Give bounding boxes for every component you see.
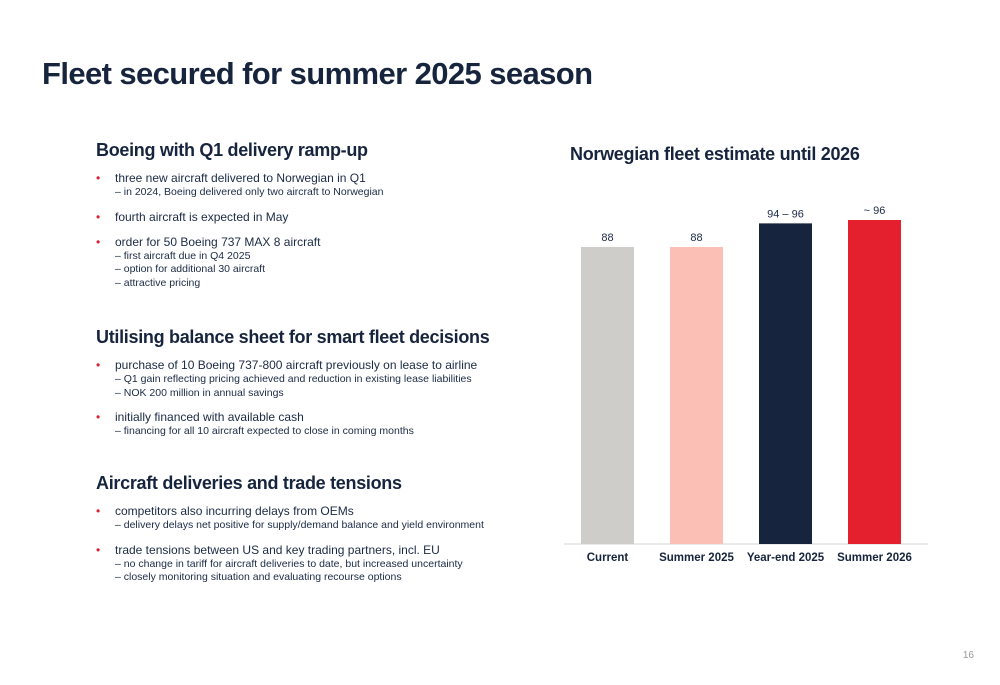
bullet-subtext: – no change in tariff for aircraft deliv… — [115, 557, 463, 570]
section-balance-sheet: Utilising balance sheet for smart fleet … — [96, 327, 490, 449]
category-label: Summer 2025 — [659, 552, 734, 564]
bar-summer-2025 — [670, 247, 723, 544]
bar-current — [581, 247, 634, 544]
bullet-subtext: – closely monitoring situation and evalu… — [115, 571, 402, 583]
bar-summer-2026 — [848, 220, 901, 544]
category-label: Year-end 2025 — [747, 552, 825, 564]
section-boeing-deliveries: Boeing with Q1 delivery ramp-up • three … — [96, 140, 384, 300]
section-heading: Aircraft deliveries and trade tensions — [96, 473, 402, 493]
bullet-item: • fourth aircraft is expected in May — [96, 210, 384, 225]
bullet-icon: • — [96, 209, 101, 224]
fleet-bar-chart: 88 Current 88 Summer 2025 94 – 96 Year-end 20… — [564, 205, 928, 564]
bullet-item: • purchase of 10 Boeing 737-800 aircraft… — [96, 358, 489, 400]
bullet-text: purchase of 10 Boeing 737-800 aircraft p… — [115, 358, 478, 372]
bullet-text: fourth aircraft is expected in May — [115, 209, 289, 224]
bar-value-label: ~ 96 — [864, 205, 886, 217]
bullet-subtext: – attractive pricing — [115, 276, 201, 289]
bullet-text: three new aircraft delivered to Norwegia… — [115, 171, 366, 185]
bullet-text: trade tensions between US and key tradin… — [115, 542, 440, 557]
category-label: Summer 2026 — [837, 552, 912, 564]
bullet-subtext: – financing for all 10 aircraft expected… — [115, 425, 414, 437]
section-heading: Utilising balance sheet for smart fleet … — [96, 327, 490, 347]
bullet-icon: • — [96, 504, 101, 518]
bullet-icon: • — [96, 358, 101, 372]
category-label: Current — [587, 552, 629, 564]
bullet-subtext: – option for additional 30 aircraft — [115, 263, 266, 275]
bullet-icon: • — [96, 234, 101, 249]
bullet-item: • trade tensions between US and key trad… — [96, 543, 484, 585]
section-heading: Boeing with Q1 delivery ramp-up — [96, 140, 368, 160]
page-number: 16 — [962, 650, 974, 661]
bullet-subtext: – in 2024, Boeing delivered only two air… — [115, 186, 384, 198]
bullet-subtext: – first aircraft due in Q4 2025 — [115, 249, 251, 262]
bullet-text: order for 50 Boeing 737 MAX 8 aircraft — [115, 234, 321, 249]
bullet-icon: • — [96, 542, 101, 557]
bullet-item: • order for 50 Boeing 737 MAX 8 aircraft… — [96, 235, 384, 291]
bar-value-label: 88 — [601, 232, 613, 244]
bullet-subtext: – Q1 gain reflecting pricing achieved an… — [115, 373, 472, 385]
section-trade-tensions: Aircraft deliveries and trade tensions •… — [96, 473, 484, 595]
bullet-subtext: – NOK 200 million in annual savings — [115, 386, 284, 399]
bar-value-label: 88 — [690, 232, 702, 244]
bullet-item: • initially financed with available cash… — [96, 410, 489, 439]
bar-year-end-2025 — [759, 223, 812, 544]
bullet-icon: • — [96, 410, 101, 424]
bullet-text: competitors also incurring delays from O… — [115, 504, 354, 518]
bullet-icon: • — [96, 171, 101, 185]
bar-value-label: 94 – 96 — [767, 208, 804, 220]
bullet-item: • competitors also incurring delays from… — [96, 504, 484, 533]
bullet-text: initially financed with available cash — [115, 410, 304, 424]
bullet-subtext: – delivery delays net positive for suppl… — [115, 519, 484, 531]
page-title: Fleet secured for summer 2025 season — [42, 56, 593, 91]
bullet-item: • three new aircraft delivered to Norweg… — [96, 171, 384, 200]
chart-title: Norwegian fleet estimate until 2026 — [570, 144, 860, 164]
